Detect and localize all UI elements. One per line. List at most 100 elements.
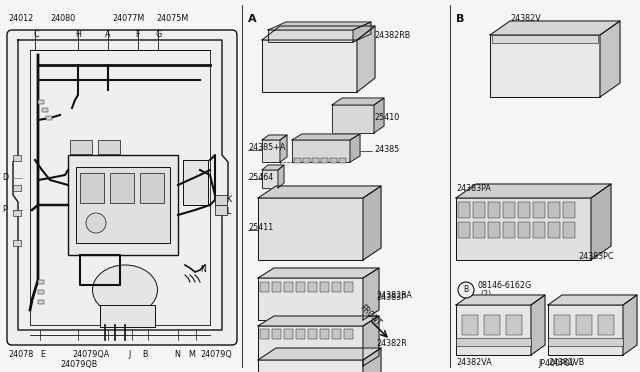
Bar	[548, 222, 560, 238]
Bar	[548, 202, 560, 218]
Text: 24385+A: 24385+A	[248, 144, 285, 153]
Bar	[13, 185, 21, 191]
Bar	[330, 158, 337, 163]
Polygon shape	[357, 26, 375, 92]
Polygon shape	[363, 316, 379, 366]
Text: M: M	[188, 350, 195, 359]
Text: N: N	[174, 350, 180, 359]
Bar	[473, 222, 485, 238]
Text: N: N	[200, 265, 206, 274]
Bar	[503, 222, 515, 238]
Text: 24382R: 24382R	[376, 340, 407, 349]
Bar	[518, 202, 530, 218]
Bar	[38, 300, 44, 304]
Text: 24382VA: 24382VA	[456, 358, 492, 367]
Text: A: A	[248, 14, 257, 24]
Text: 24075M: 24075M	[156, 14, 188, 23]
Polygon shape	[374, 98, 384, 133]
Bar	[46, 116, 52, 120]
Bar	[262, 140, 280, 162]
Polygon shape	[363, 348, 381, 372]
Bar	[13, 240, 21, 246]
Text: J: J	[128, 350, 131, 359]
Ellipse shape	[93, 265, 157, 315]
Text: 24383P: 24383P	[376, 292, 406, 301]
Bar	[488, 222, 500, 238]
Polygon shape	[531, 295, 545, 355]
Polygon shape	[623, 295, 637, 355]
Bar	[339, 158, 346, 163]
Polygon shape	[456, 295, 545, 305]
Text: E: E	[40, 350, 45, 359]
Bar	[456, 305, 531, 355]
Polygon shape	[350, 134, 360, 162]
Bar	[258, 360, 363, 372]
Bar	[284, 329, 293, 339]
Bar	[294, 158, 301, 163]
Circle shape	[458, 282, 474, 298]
Text: C: C	[33, 30, 38, 39]
Polygon shape	[262, 26, 375, 40]
Text: B: B	[456, 14, 465, 24]
Bar	[296, 329, 305, 339]
Bar	[260, 282, 269, 292]
Bar	[98, 140, 120, 154]
Circle shape	[86, 213, 106, 233]
Bar	[258, 198, 363, 260]
Bar	[70, 140, 92, 154]
Bar	[548, 338, 623, 346]
Bar	[100, 305, 155, 327]
Polygon shape	[258, 316, 379, 326]
Bar	[272, 329, 281, 339]
FancyBboxPatch shape	[7, 30, 237, 345]
Bar	[258, 326, 363, 366]
Polygon shape	[353, 22, 371, 42]
Polygon shape	[591, 184, 611, 260]
Polygon shape	[280, 135, 287, 162]
Bar	[262, 40, 357, 92]
Bar	[533, 222, 545, 238]
Polygon shape	[262, 135, 287, 140]
Text: 24077M: 24077M	[112, 14, 144, 23]
Bar	[42, 108, 48, 112]
Bar	[458, 202, 470, 218]
Bar	[68, 155, 178, 255]
Text: 24385: 24385	[374, 144, 399, 154]
Polygon shape	[278, 165, 284, 188]
Bar	[320, 329, 329, 339]
Bar	[563, 202, 575, 218]
Bar	[215, 195, 227, 205]
Polygon shape	[363, 268, 379, 320]
Text: 24079QB: 24079QB	[60, 360, 97, 369]
Text: K: K	[226, 196, 231, 205]
Bar	[13, 210, 21, 216]
Bar	[272, 282, 281, 292]
Text: B: B	[142, 350, 147, 359]
Polygon shape	[490, 21, 620, 35]
Polygon shape	[268, 22, 371, 30]
Bar	[38, 280, 44, 284]
Text: F: F	[135, 30, 140, 39]
Bar	[284, 282, 293, 292]
Bar	[533, 202, 545, 218]
Text: L: L	[226, 208, 230, 217]
Bar	[308, 329, 317, 339]
Text: 08146-6162G: 08146-6162G	[478, 280, 532, 289]
Text: 24382V: 24382V	[510, 14, 541, 23]
Bar	[456, 198, 591, 260]
Bar	[506, 315, 522, 335]
Bar	[38, 100, 44, 104]
Bar	[473, 202, 485, 218]
Polygon shape	[456, 184, 611, 198]
Text: JP400P0V: JP400P0V	[538, 359, 575, 368]
Text: 24382RB: 24382RB	[374, 31, 410, 39]
Text: 24382RA: 24382RA	[376, 291, 412, 299]
Bar	[215, 205, 227, 215]
Bar	[492, 35, 598, 43]
Bar	[110, 173, 134, 203]
Bar	[13, 155, 21, 161]
Polygon shape	[332, 98, 384, 105]
Text: P: P	[2, 205, 7, 215]
Text: 24079Q: 24079Q	[200, 350, 232, 359]
Polygon shape	[258, 186, 381, 198]
